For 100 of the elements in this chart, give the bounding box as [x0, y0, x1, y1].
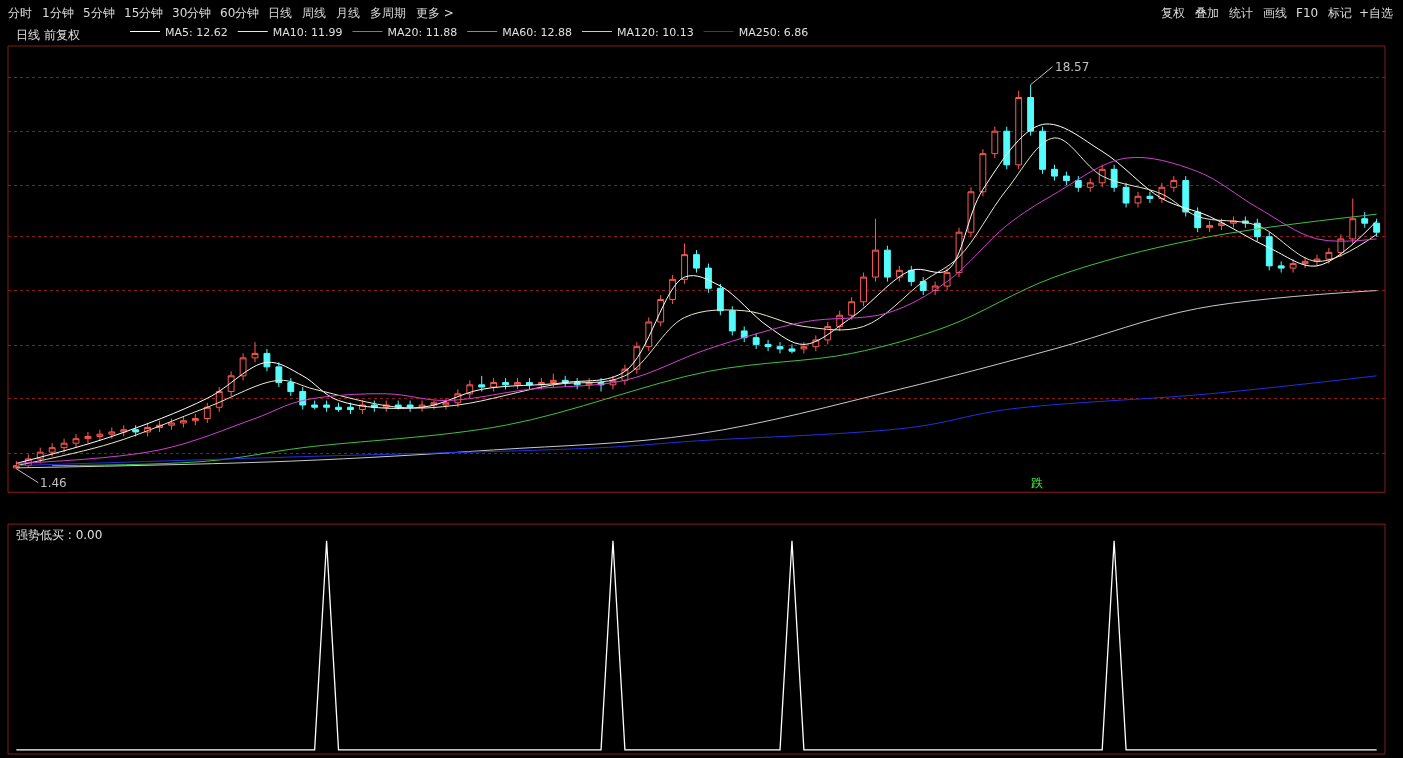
candlestick — [442, 397, 450, 411]
candlestick — [168, 417, 175, 431]
candlestick — [716, 283, 724, 316]
candlestick — [96, 429, 104, 442]
candlestick — [263, 348, 271, 372]
candlestick — [1062, 171, 1070, 186]
text: 跌 — [1031, 476, 1043, 490]
text: 标记 — [1327, 6, 1352, 20]
text: F10 — [1296, 6, 1319, 20]
candlestick — [669, 274, 677, 305]
text: 15分钟 — [124, 6, 164, 20]
candlestick — [514, 377, 521, 390]
candlestick — [478, 375, 486, 393]
legend-label: MA250: 6.86 — [738, 25, 809, 39]
chart-title: 强势低买 : 0.00 — [16, 528, 103, 542]
text: 1.46 — [40, 476, 67, 490]
candlestick — [1349, 198, 1357, 244]
candlestick — [502, 377, 509, 390]
candlestick — [1170, 175, 1178, 193]
candlestick — [788, 343, 796, 354]
text: 月线 — [336, 6, 360, 20]
candlestick — [705, 263, 712, 294]
candlestick — [72, 433, 80, 449]
candlestick — [490, 377, 498, 393]
candlestick — [991, 126, 999, 159]
text: 5分钟 — [83, 6, 115, 20]
chart-title: 日线 前复权 — [16, 28, 80, 42]
candlestick — [1015, 90, 1023, 170]
candlestick — [848, 296, 856, 321]
candlestick — [239, 352, 247, 381]
candlestick — [1027, 84, 1035, 137]
candlestick — [907, 265, 915, 287]
text: 画线 — [1263, 6, 1287, 20]
text: 统计 — [1229, 6, 1253, 20]
candlestick — [728, 305, 736, 336]
candlestick — [919, 276, 927, 296]
text: 周线 — [302, 6, 326, 20]
text: 更多 > — [416, 6, 454, 20]
candlestick — [1051, 164, 1058, 182]
text: 复权 — [1161, 6, 1185, 20]
candlestick — [347, 402, 354, 415]
candlestick — [776, 341, 784, 354]
candlestick — [1337, 233, 1345, 258]
candlestick — [406, 400, 414, 413]
candlestick — [311, 400, 319, 411]
candlestick — [84, 431, 92, 444]
candlestick — [251, 341, 259, 363]
candlestick — [1182, 175, 1190, 217]
candlestick — [764, 339, 772, 352]
legend-label: MA120: 10.13 — [616, 25, 694, 39]
candlestick — [752, 332, 760, 350]
candlestick — [1146, 191, 1154, 204]
candlestick — [979, 148, 987, 197]
candlestick — [1003, 126, 1011, 170]
text: 叠加 — [1195, 6, 1219, 20]
candlestick — [323, 400, 331, 413]
text: 18.57 — [1055, 60, 1090, 74]
candlestick — [967, 186, 975, 238]
candlestick — [335, 402, 342, 413]
candlestick — [1086, 177, 1094, 193]
candlestick — [860, 272, 867, 307]
candlestick — [884, 245, 891, 283]
legend-label: MA10: 11.99 — [272, 25, 343, 39]
candlestick — [215, 386, 223, 413]
candlestick — [1134, 191, 1142, 208]
legend-label: MA20: 11.88 — [387, 25, 458, 39]
candlestick — [1361, 211, 1369, 229]
candlestick — [275, 361, 283, 388]
text: 30分钟 — [172, 6, 212, 20]
text: 分时 — [8, 6, 32, 20]
candlestick — [60, 438, 68, 453]
candlestick — [895, 265, 903, 283]
candlestick — [1206, 220, 1214, 233]
candlestick — [800, 341, 808, 354]
candlestick — [1098, 164, 1106, 188]
candlestick — [1277, 260, 1285, 274]
candlestick — [872, 218, 879, 283]
candlestick — [108, 426, 116, 440]
candlestick — [287, 377, 295, 397]
candlestick — [1325, 247, 1333, 265]
candlestick — [943, 267, 951, 292]
legend-label: MA5: 12.62 — [165, 25, 228, 39]
text: 1分钟 — [42, 6, 74, 20]
legend-label: MA60: 12.88 — [502, 25, 572, 39]
candlestick — [1313, 254, 1321, 267]
text: 60分钟 — [220, 6, 260, 20]
candlestick — [1110, 164, 1118, 193]
candlestick — [179, 415, 187, 428]
candlestick — [1289, 258, 1297, 274]
candlestick — [1265, 231, 1273, 271]
candlestick — [549, 373, 557, 388]
candlestick — [132, 424, 140, 437]
candlestick — [1122, 182, 1130, 208]
candlestick — [1039, 126, 1046, 175]
candlestick — [191, 413, 199, 426]
candlestick — [1301, 256, 1309, 269]
candlestick — [1074, 175, 1082, 193]
text: 日线 — [268, 6, 292, 20]
candlestick — [693, 249, 700, 274]
candlestick — [48, 442, 56, 458]
